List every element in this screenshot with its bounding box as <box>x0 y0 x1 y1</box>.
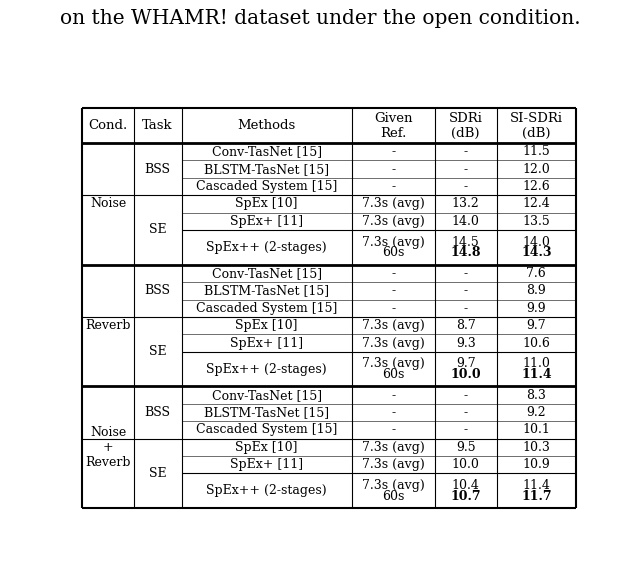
Text: 11.0: 11.0 <box>522 358 550 371</box>
Text: Conv-TasNet [15]: Conv-TasNet [15] <box>212 389 322 402</box>
Text: Noise: Noise <box>90 197 126 210</box>
Text: 60s: 60s <box>382 368 404 381</box>
Text: BLSTM-TasNet [15]: BLSTM-TasNet [15] <box>204 284 330 297</box>
Text: Methods: Methods <box>237 119 296 132</box>
Text: 13.2: 13.2 <box>452 197 479 210</box>
Text: -: - <box>463 145 468 158</box>
Text: 12.0: 12.0 <box>522 162 550 176</box>
Text: 7.3s (avg): 7.3s (avg) <box>362 441 424 454</box>
Text: -: - <box>391 284 396 297</box>
Text: 9.3: 9.3 <box>456 336 476 349</box>
Text: 10.0: 10.0 <box>452 458 479 471</box>
Text: Conv-TasNet [15]: Conv-TasNet [15] <box>212 145 322 158</box>
Text: 60s: 60s <box>382 490 404 503</box>
Text: 7.3s (avg): 7.3s (avg) <box>362 197 424 210</box>
Text: Cascaded System [15]: Cascaded System [15] <box>196 180 337 193</box>
Text: BSS: BSS <box>145 162 171 176</box>
Text: 7.3s (avg): 7.3s (avg) <box>362 479 424 492</box>
Text: Conv-TasNet [15]: Conv-TasNet [15] <box>212 267 322 280</box>
Text: 11.4: 11.4 <box>521 368 552 381</box>
Text: -: - <box>391 423 396 436</box>
Text: -: - <box>391 162 396 176</box>
Text: 10.7: 10.7 <box>451 490 481 503</box>
Text: 11.4: 11.4 <box>522 479 550 492</box>
Text: -: - <box>463 302 468 315</box>
Text: SE: SE <box>149 467 166 480</box>
Text: -: - <box>463 389 468 402</box>
Text: 9.7: 9.7 <box>456 358 476 371</box>
Text: Reverb: Reverb <box>85 319 131 332</box>
Text: 10.9: 10.9 <box>522 458 550 471</box>
Text: 9.9: 9.9 <box>527 302 546 315</box>
Text: 14.3: 14.3 <box>521 246 552 259</box>
Text: 14.8: 14.8 <box>451 246 481 259</box>
Text: SpEx++ (2-stages): SpEx++ (2-stages) <box>207 241 327 254</box>
Text: -: - <box>391 389 396 402</box>
Text: Task: Task <box>142 119 173 132</box>
Text: 7.3s (avg): 7.3s (avg) <box>362 215 424 228</box>
Text: -: - <box>463 267 468 280</box>
Text: 10.1: 10.1 <box>522 423 550 436</box>
Text: SpEx++ (2-stages): SpEx++ (2-stages) <box>207 484 327 497</box>
Text: BSS: BSS <box>145 284 171 297</box>
Text: SpEx++ (2-stages): SpEx++ (2-stages) <box>207 363 327 376</box>
Text: 7.6: 7.6 <box>527 267 546 280</box>
Text: -: - <box>391 180 396 193</box>
Text: -: - <box>391 406 396 419</box>
Text: BSS: BSS <box>145 406 171 419</box>
Text: 10.6: 10.6 <box>522 336 550 349</box>
Text: 11.5: 11.5 <box>522 145 550 158</box>
Text: 9.2: 9.2 <box>527 406 546 419</box>
Text: on the WHAMR! dataset under the open condition.: on the WHAMR! dataset under the open con… <box>60 9 580 27</box>
Text: BLSTM-TasNet [15]: BLSTM-TasNet [15] <box>204 406 330 419</box>
Text: 8.7: 8.7 <box>456 319 476 332</box>
Text: 9.5: 9.5 <box>456 441 476 454</box>
Text: -: - <box>463 284 468 297</box>
Text: -: - <box>391 302 396 315</box>
Text: BLSTM-TasNet [15]: BLSTM-TasNet [15] <box>204 162 330 176</box>
Text: 11.7: 11.7 <box>521 490 552 503</box>
Text: Noise
+
Reverb: Noise + Reverb <box>85 426 131 469</box>
Text: 13.5: 13.5 <box>522 215 550 228</box>
Text: 7.3s (avg): 7.3s (avg) <box>362 336 424 349</box>
Text: Given
Ref.: Given Ref. <box>374 112 412 140</box>
Text: Cond.: Cond. <box>88 119 127 132</box>
Text: -: - <box>463 406 468 419</box>
Text: SpEx [10]: SpEx [10] <box>236 197 298 210</box>
Text: SpEx+ [11]: SpEx+ [11] <box>230 336 303 349</box>
Text: 10.4: 10.4 <box>452 479 479 492</box>
Text: 7.3s (avg): 7.3s (avg) <box>362 236 424 249</box>
Text: SE: SE <box>149 345 166 358</box>
Text: -: - <box>463 180 468 193</box>
Text: SpEx+ [11]: SpEx+ [11] <box>230 458 303 471</box>
Text: 8.9: 8.9 <box>527 284 546 297</box>
Text: 10.3: 10.3 <box>522 441 550 454</box>
Text: 14.0: 14.0 <box>522 236 550 249</box>
Text: 14.0: 14.0 <box>452 215 479 228</box>
Text: 7.3s (avg): 7.3s (avg) <box>362 358 424 371</box>
Text: 12.6: 12.6 <box>522 180 550 193</box>
Text: SpEx [10]: SpEx [10] <box>236 441 298 454</box>
Text: -: - <box>463 162 468 176</box>
Text: 12.4: 12.4 <box>522 197 550 210</box>
Text: -: - <box>391 145 396 158</box>
Text: SpEx [10]: SpEx [10] <box>236 319 298 332</box>
Text: 8.3: 8.3 <box>526 389 547 402</box>
Text: 60s: 60s <box>382 246 404 259</box>
Text: 10.0: 10.0 <box>451 368 481 381</box>
Text: 7.3s (avg): 7.3s (avg) <box>362 458 424 471</box>
Text: 14.5: 14.5 <box>452 236 479 249</box>
Text: SE: SE <box>149 224 166 236</box>
Text: Cascaded System [15]: Cascaded System [15] <box>196 423 337 436</box>
Text: SI-SDRi
(dB): SI-SDRi (dB) <box>510 112 563 140</box>
Text: Cascaded System [15]: Cascaded System [15] <box>196 302 337 315</box>
Text: -: - <box>463 423 468 436</box>
Text: SDRi
(dB): SDRi (dB) <box>449 112 483 140</box>
Text: 7.3s (avg): 7.3s (avg) <box>362 319 424 332</box>
Text: -: - <box>391 267 396 280</box>
Text: SpEx+ [11]: SpEx+ [11] <box>230 215 303 228</box>
Text: 9.7: 9.7 <box>527 319 546 332</box>
